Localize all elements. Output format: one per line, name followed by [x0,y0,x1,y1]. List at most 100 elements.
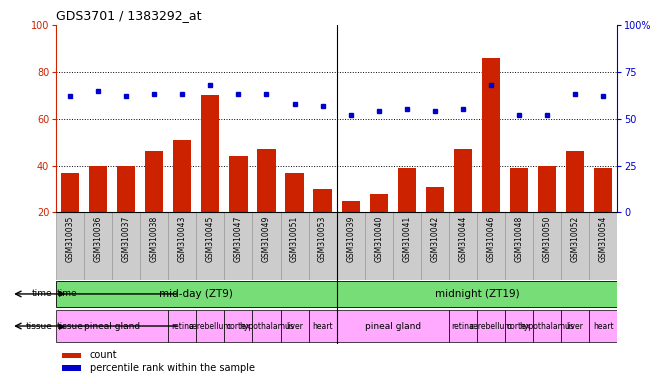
Bar [505,310,533,342]
Bar [538,166,556,212]
Bar [426,187,444,212]
Bar [280,212,309,280]
Bar [561,310,589,342]
Text: GSM310054: GSM310054 [599,216,608,262]
Bar [285,172,304,212]
Bar [589,212,617,280]
Text: GSM310053: GSM310053 [318,216,327,262]
Text: GSM310042: GSM310042 [430,216,440,262]
Bar [201,95,220,212]
Text: count: count [90,351,117,361]
Bar [314,189,332,212]
Text: GSM310039: GSM310039 [346,216,355,262]
Text: mid-day (ZT9): mid-day (ZT9) [160,289,233,299]
Bar [197,212,224,280]
Bar [309,212,337,280]
Text: GSM310051: GSM310051 [290,216,299,262]
Text: time: time [32,290,53,298]
Text: GSM310035: GSM310035 [65,216,75,262]
Text: liver: liver [286,321,303,331]
Bar [84,212,112,280]
Text: GSM310052: GSM310052 [570,216,579,262]
Bar [224,212,252,280]
Bar [510,168,528,212]
Text: cortex: cortex [507,321,531,331]
Text: liver: liver [566,321,583,331]
Bar [252,212,280,280]
Text: GSM310049: GSM310049 [262,216,271,262]
Text: tissue: tissue [26,321,53,331]
Bar [449,212,477,280]
Bar [566,151,584,212]
Text: GSM310037: GSM310037 [121,216,131,262]
Text: heart: heart [593,321,613,331]
Bar [477,310,505,342]
Bar [594,168,612,212]
Bar [173,140,191,212]
Bar [112,212,140,280]
Bar [337,212,365,280]
Bar [341,201,360,212]
Text: pineal gland: pineal gland [364,321,421,331]
Bar [397,168,416,212]
Bar [145,151,164,212]
Bar [229,156,248,212]
Bar [477,212,505,280]
Bar [168,310,197,342]
Bar [56,212,84,280]
Bar [117,166,135,212]
Bar [337,310,449,342]
Bar [197,310,224,342]
Text: GSM310043: GSM310043 [178,216,187,262]
Text: GDS3701 / 1383292_at: GDS3701 / 1383292_at [56,9,201,22]
Text: ▶: ▶ [59,321,66,331]
Bar [140,212,168,280]
Text: ▶: ▶ [59,290,66,298]
Bar [533,310,561,342]
Text: GSM310044: GSM310044 [458,216,467,262]
Bar [280,310,309,342]
Text: GSM310038: GSM310038 [150,216,159,262]
Bar [393,212,421,280]
Text: tissue: tissue [57,321,84,331]
Text: midnight (ZT19): midnight (ZT19) [434,289,519,299]
Bar [252,310,280,342]
Bar [62,353,81,358]
Bar [168,212,197,280]
Text: retina: retina [171,321,193,331]
Bar [482,58,500,212]
Text: pineal gland: pineal gland [84,321,141,331]
Text: heart: heart [312,321,333,331]
Bar [589,310,617,342]
Text: GSM310040: GSM310040 [374,216,383,262]
Text: GSM310036: GSM310036 [94,216,103,262]
Bar [533,212,561,280]
Text: GSM310046: GSM310046 [486,216,496,262]
Text: cerebellum: cerebellum [469,321,512,331]
Bar [309,310,337,342]
Bar [61,172,79,212]
Text: GSM310048: GSM310048 [514,216,523,262]
Bar [257,149,276,212]
Bar [56,310,168,342]
Text: cortex: cortex [226,321,251,331]
Bar [337,281,617,307]
Text: GSM310041: GSM310041 [402,216,411,262]
Text: GSM310047: GSM310047 [234,216,243,262]
Bar [505,212,533,280]
Text: retina: retina [451,321,474,331]
Bar [224,310,252,342]
Text: hypothalamus: hypothalamus [239,321,294,331]
Bar [89,166,108,212]
Bar [370,194,388,212]
Bar [62,365,81,371]
Text: GSM310050: GSM310050 [543,216,552,262]
Bar [449,310,477,342]
Bar [365,212,393,280]
Text: percentile rank within the sample: percentile rank within the sample [90,363,255,373]
Text: cerebellum: cerebellum [189,321,232,331]
Text: time: time [57,290,77,298]
Bar [56,281,337,307]
Bar [561,212,589,280]
Text: hypothalamus: hypothalamus [519,321,574,331]
